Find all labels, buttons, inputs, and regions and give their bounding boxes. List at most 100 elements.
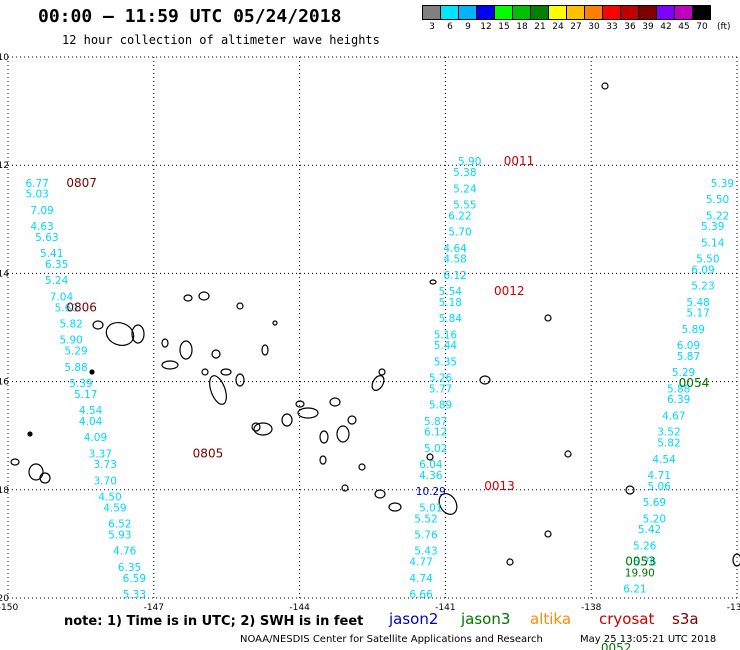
lon-tick-label: -135 [727, 603, 740, 613]
island-outline [183, 294, 193, 302]
swh-value: 6.12 [424, 427, 447, 439]
swh-value: 5.88 [64, 362, 87, 374]
island-outline [198, 291, 210, 301]
swh-value: 5.69 [643, 497, 666, 509]
legend-unit: (ft) [717, 22, 731, 32]
swh-tracks: 6.775.037.094.635.635.416.355.247.045.60… [25, 154, 734, 650]
island-outline [27, 431, 33, 437]
page-title: 00:00 — 11:59 UTC 05/24/2018 [38, 6, 342, 27]
swh-value: 4.76 [113, 546, 137, 558]
swh-value: 5.24 [453, 183, 477, 195]
island-outline [201, 368, 209, 376]
swh-value: 5.77 [429, 383, 452, 395]
island-outline [235, 373, 245, 387]
island-outline [438, 493, 458, 515]
island-outline [28, 463, 44, 481]
pass-label: 0806 [66, 300, 97, 314]
footer-note: note: 1) Time is in UTC; 2) SWH is in fe… [64, 614, 364, 629]
swh-value: 5.14 [701, 237, 725, 249]
lat-tick-label: -12 [0, 161, 9, 171]
island-outline [272, 320, 278, 326]
track-cryosat: 5.905.38 5.24 5.556.22 5.70 4.644.58 6.12 5.54… [409, 154, 534, 601]
swh-value: 4.54 [652, 454, 676, 466]
island-outline [564, 450, 572, 458]
swh-value: 4.77 [409, 557, 432, 569]
swh-value: 4.54 [79, 405, 103, 417]
axis-labels: -10 -12 -14 -16 -18 -20-150 -147 -144 -141 -138 -1… [0, 53, 740, 613]
swh-value: 4.58 [443, 254, 466, 266]
swh-value: 4.50 [98, 492, 121, 504]
swh-value: 5.63 [35, 232, 58, 244]
swh-value: 6.04 [419, 459, 443, 471]
swh-value: 5.88 [667, 383, 690, 395]
legend-label: 30 [588, 22, 600, 32]
swh-value: 5.26 [633, 540, 657, 552]
island-outline [371, 375, 385, 391]
swh-value: 5.23 [691, 281, 714, 293]
lat-tick-label: -14 [0, 269, 9, 279]
island-outline [39, 472, 51, 484]
island-outlines [10, 82, 740, 567]
swh-value: 5.29 [64, 346, 87, 358]
swh-value: 4.71 [648, 470, 671, 482]
lon-tick-label: -138 [581, 603, 602, 613]
swh-value: 5.76 [633, 557, 657, 569]
legend-label: 21 [534, 22, 546, 32]
swh-value: 6.09 [691, 264, 714, 276]
swh-value: 6.12 [443, 270, 466, 282]
swh-value: 4.09 [84, 432, 107, 444]
island-outline [544, 314, 552, 322]
swh-value: 5.90 [458, 156, 481, 168]
pass-label: 0805 [193, 446, 224, 460]
pass-label: 0052 [601, 641, 632, 650]
island-outline [358, 463, 366, 471]
swh-value: 4.74 [409, 573, 433, 585]
swh-value: 5.90 [59, 335, 82, 347]
swh-value: 5.35 [434, 356, 457, 368]
island-outline [89, 369, 95, 375]
swh-value: 6.22 [448, 210, 471, 222]
swh-value: 5.17 [686, 308, 709, 320]
track-jason3: 5.395.505.225.395.145.506.095.235.485.17… [601, 178, 734, 650]
island-outline [479, 375, 491, 385]
swh-value: 6.66 [409, 589, 433, 601]
swh-value: 7.09 [30, 205, 53, 217]
legend-altika: altika [530, 610, 572, 628]
pass-label: 0013 [484, 479, 515, 493]
swh-value: 5.60 [55, 302, 78, 314]
legend-jason2: jason2 [389, 610, 439, 628]
swh-value: 4.67 [662, 410, 685, 422]
swh-value: 5.16 [434, 329, 458, 341]
island-outline [251, 422, 261, 432]
swh-value: 4.64 [443, 243, 467, 255]
swh-value: 5.89 [429, 400, 452, 412]
swh-value: 5.18 [439, 297, 462, 309]
wave-height-color-legend: (ft) 3 6 9 12 15 18 21 24 27 30 33 36 39 42 45 70 [422, 5, 738, 35]
pass-label: 0054 [679, 376, 710, 390]
swh-value: 5.82 [657, 438, 680, 450]
swh-value: 5.06 [648, 481, 672, 493]
swh-value: 6.21 [623, 584, 646, 596]
island-outline [319, 455, 327, 465]
lon-tick-label: -144 [289, 603, 310, 613]
pass-label: 0011 [504, 154, 535, 168]
swh-value: 5.52 [414, 513, 437, 525]
legend-label: 39 [642, 22, 654, 32]
swh-value: 10.29 [416, 486, 446, 498]
swh-value: 5.54 [439, 286, 463, 298]
swh-value: 5.50 [696, 254, 719, 266]
lat-tick-label: -20 [0, 594, 9, 604]
track-s3a: 6.775.037.094.635.635.416.355.247.045.60… [25, 176, 223, 601]
swh-value: 5.20 [643, 513, 666, 525]
swh-value: 6.59 [123, 573, 146, 585]
swh-value: 19.90 [625, 567, 655, 579]
swh-value: 4.63 [30, 221, 53, 233]
island-outline [220, 368, 232, 376]
swh-value: 6.35 [45, 259, 68, 271]
legend-label: 15 [498, 22, 510, 32]
swh-value: 5.55 [453, 199, 476, 211]
swh-value: 4.36 [419, 470, 443, 482]
swh-value: 5.84 [439, 313, 463, 325]
swh-value: 5.17 [74, 389, 97, 401]
